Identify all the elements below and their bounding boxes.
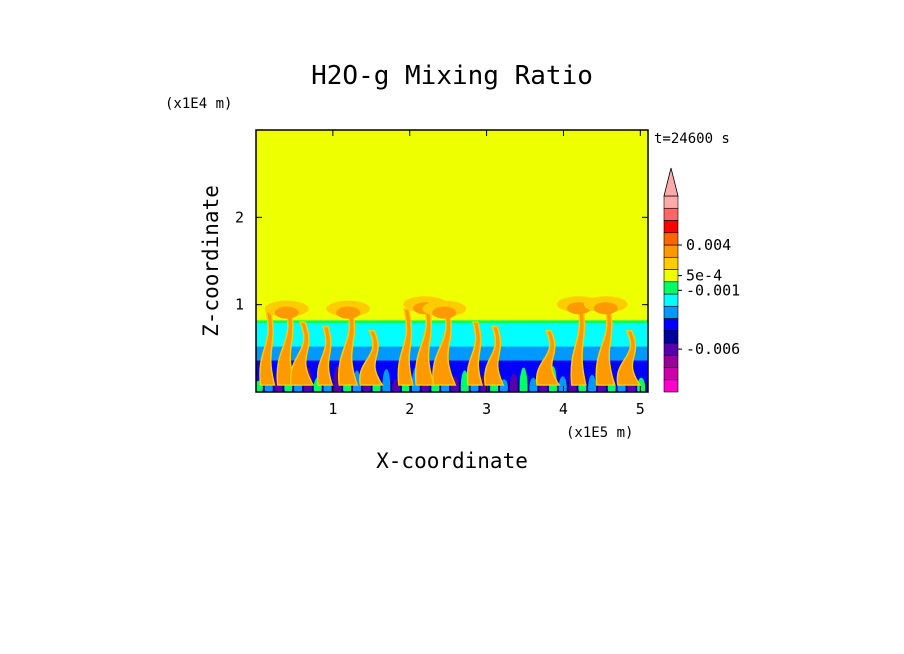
surface-eddy — [509, 373, 518, 392]
colorbar-segment — [663, 281, 679, 295]
colorbar-segment — [663, 342, 679, 356]
plot-area — [256, 130, 648, 392]
x-tick-label: 2 — [405, 400, 414, 418]
colorbar-label: 0.004 — [686, 236, 731, 254]
colorbar-segment — [663, 318, 679, 332]
colorbar: 0.004 5e-4-0.001 -0.006 — [663, 167, 740, 393]
colorbar-segment — [663, 232, 679, 246]
x-tick-label: 3 — [482, 400, 491, 418]
colorbar-segment — [663, 367, 679, 381]
plot-frame — [255, 129, 649, 393]
colorbar-label: 5e-4 — [686, 267, 722, 285]
time-label: t=24600 s — [654, 131, 730, 147]
y-tick-label: 1 — [235, 296, 244, 314]
colorbar-segment — [663, 305, 679, 319]
layer-top-green — [256, 320, 648, 324]
surface-eddy — [529, 377, 538, 392]
plume-stem — [359, 330, 384, 386]
x-tick-label: 1 — [328, 400, 337, 418]
plume-stem — [316, 325, 334, 386]
x-axis-title: X-coordinate — [376, 449, 528, 473]
colorbar-segment — [663, 269, 679, 283]
chart-title: H2O-g Mixing Ratio — [311, 61, 593, 91]
colorbar-segment — [663, 207, 679, 221]
colorbar-segment — [663, 354, 679, 368]
colorbar-segment — [663, 256, 679, 270]
plume-stem — [289, 321, 315, 386]
x-tick-label: 5 — [636, 400, 645, 418]
colorbar-segment — [663, 379, 679, 393]
y-tick-label: 2 — [235, 208, 244, 226]
y-axis-title: Z-coordinate — [199, 185, 223, 337]
plume-stem — [466, 321, 484, 386]
surface-eddy — [382, 369, 391, 392]
colorbar-label: -0.001 — [686, 281, 740, 299]
plume-stem — [616, 330, 642, 386]
colorbar-segment — [663, 195, 679, 209]
plume-stem — [484, 325, 505, 386]
plume-anvil-core — [336, 306, 361, 319]
colorbar-label: -0.006 — [686, 340, 740, 358]
plume-stem — [535, 330, 561, 386]
surface-eddy — [637, 377, 646, 392]
surface-eddy — [519, 367, 528, 392]
colorbar-segment — [663, 293, 679, 307]
plume-anvil-core — [432, 306, 457, 319]
colorbar-segment — [663, 220, 679, 234]
x-tick-label: 4 — [559, 400, 568, 418]
surface-eddy — [588, 374, 597, 392]
x-unit-label: (x1E5 m) — [566, 425, 633, 441]
colorbar-segment — [663, 244, 679, 258]
surface-eddy — [558, 376, 567, 392]
colorbar-arrow — [663, 167, 679, 197]
plume-anvil-core — [274, 306, 299, 319]
y-unit-label: (x1E4 m) — [165, 96, 232, 112]
plume-anvil-core — [593, 302, 618, 315]
colorbar-segment — [663, 330, 679, 344]
